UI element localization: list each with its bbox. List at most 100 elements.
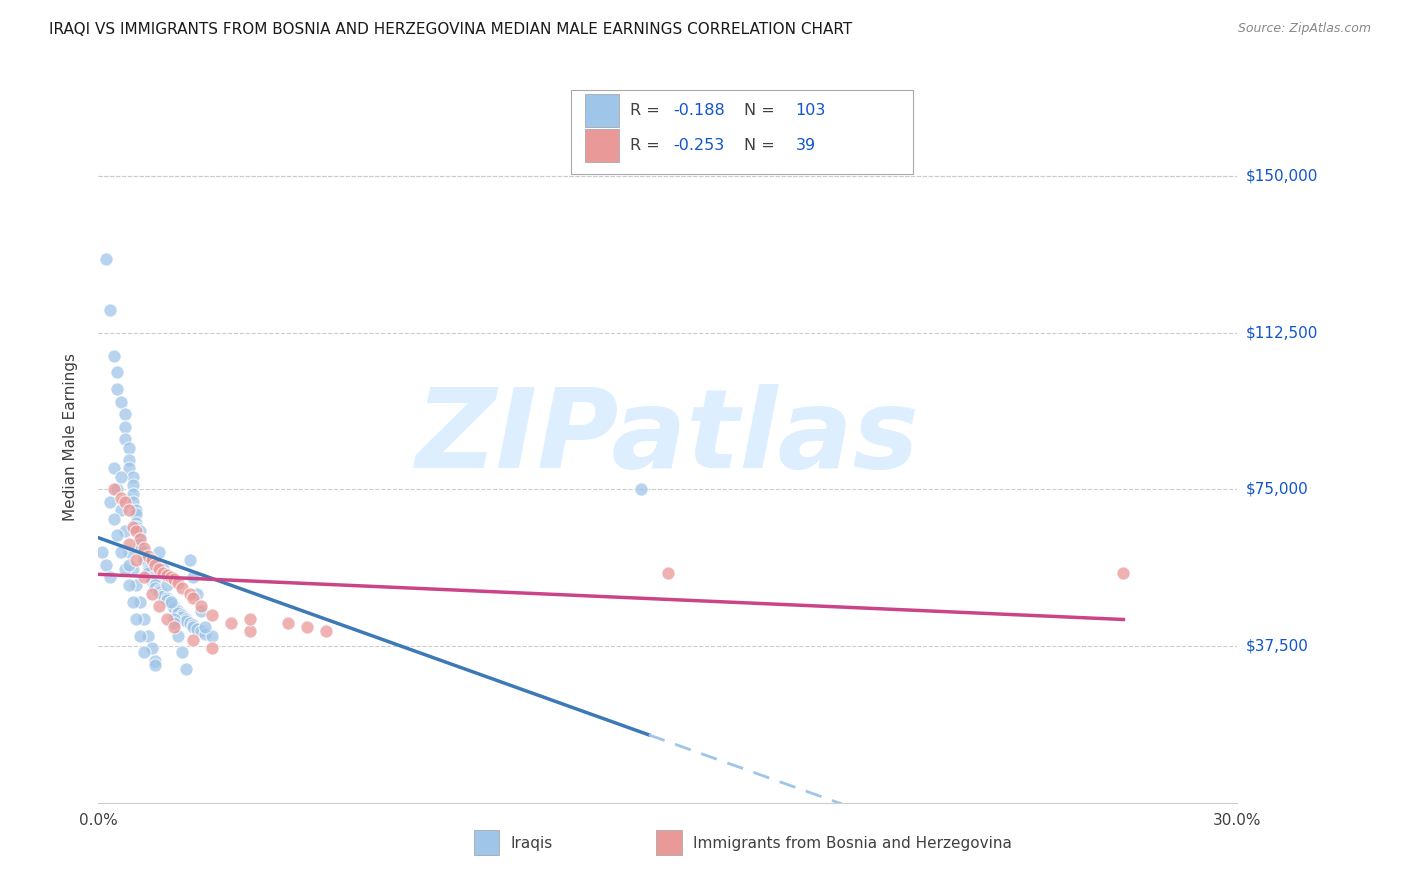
Point — [148, 599, 170, 614]
Point — [132, 612, 155, 626]
Point — [136, 564, 159, 578]
Point — [110, 545, 132, 559]
Point — [132, 541, 155, 555]
Point — [167, 576, 190, 591]
Point — [141, 574, 163, 589]
Point — [118, 578, 141, 592]
Point — [125, 578, 148, 592]
Point — [145, 576, 167, 591]
Point — [107, 528, 129, 542]
Y-axis label: Median Male Earnings: Median Male Earnings — [63, 353, 77, 521]
Point — [277, 616, 299, 631]
Point — [163, 616, 186, 631]
Point — [114, 419, 136, 434]
Point — [121, 520, 143, 534]
Point — [125, 520, 148, 534]
Text: Iraqis: Iraqis — [510, 836, 553, 851]
Point — [121, 478, 143, 492]
Point — [183, 591, 205, 605]
Point — [148, 584, 170, 599]
Point — [156, 591, 179, 605]
Point — [114, 562, 136, 576]
Point — [194, 626, 217, 640]
Point — [118, 545, 141, 559]
Text: -0.188: -0.188 — [673, 103, 725, 118]
Bar — [585, 128, 619, 161]
Text: Source: ZipAtlas.com: Source: ZipAtlas.com — [1237, 22, 1371, 36]
Point — [103, 461, 125, 475]
Point — [114, 432, 136, 446]
Point — [129, 629, 152, 643]
Point — [239, 624, 262, 639]
Point — [174, 614, 197, 628]
Point — [103, 349, 125, 363]
Point — [98, 495, 121, 509]
Point — [190, 624, 212, 639]
Point — [103, 483, 125, 497]
Point — [136, 629, 159, 643]
Point — [132, 553, 155, 567]
Point — [163, 620, 186, 634]
Point — [114, 495, 136, 509]
Bar — [474, 830, 499, 855]
Point — [156, 593, 179, 607]
Point — [98, 302, 121, 317]
Text: -0.253: -0.253 — [673, 137, 725, 153]
Point — [163, 612, 186, 626]
Point — [103, 511, 125, 525]
Point — [110, 470, 132, 484]
Point — [145, 581, 167, 595]
Point — [136, 562, 159, 576]
Text: ZIPatlas: ZIPatlas — [416, 384, 920, 491]
Point — [118, 503, 141, 517]
Point — [125, 516, 148, 530]
Text: 39: 39 — [796, 137, 815, 153]
Point — [1112, 566, 1135, 580]
Point — [141, 570, 163, 584]
Point — [315, 624, 337, 639]
Point — [201, 641, 224, 656]
FancyBboxPatch shape — [571, 90, 912, 174]
Point — [118, 536, 141, 550]
Point — [167, 629, 190, 643]
Point — [125, 508, 148, 522]
Text: R =: R = — [630, 103, 665, 118]
Point — [657, 566, 679, 580]
Point — [163, 599, 186, 614]
Point — [170, 581, 193, 595]
Point — [121, 495, 143, 509]
Point — [152, 566, 174, 580]
Point — [114, 524, 136, 538]
Text: $37,500: $37,500 — [1246, 639, 1309, 654]
Point — [163, 572, 186, 586]
Point — [152, 589, 174, 603]
Point — [167, 603, 190, 617]
Point — [170, 607, 193, 622]
Point — [194, 620, 217, 634]
Point — [110, 394, 132, 409]
Point — [148, 582, 170, 597]
Text: $150,000: $150,000 — [1246, 169, 1317, 184]
Point — [129, 533, 152, 547]
Point — [152, 587, 174, 601]
Point — [183, 570, 205, 584]
Point — [125, 612, 148, 626]
Text: 103: 103 — [796, 103, 825, 118]
Point — [190, 599, 212, 614]
Point — [118, 461, 141, 475]
Point — [148, 545, 170, 559]
Text: $112,500: $112,500 — [1246, 325, 1317, 340]
Point — [159, 597, 181, 611]
Point — [110, 503, 132, 517]
Point — [129, 595, 152, 609]
Point — [132, 645, 155, 659]
Text: N =: N = — [744, 137, 780, 153]
Point — [186, 623, 208, 637]
Point — [145, 654, 167, 668]
Point — [170, 609, 193, 624]
Point — [201, 629, 224, 643]
Text: $75,000: $75,000 — [1246, 482, 1309, 497]
Point — [183, 620, 205, 634]
Point — [125, 553, 148, 567]
Point — [141, 553, 163, 567]
